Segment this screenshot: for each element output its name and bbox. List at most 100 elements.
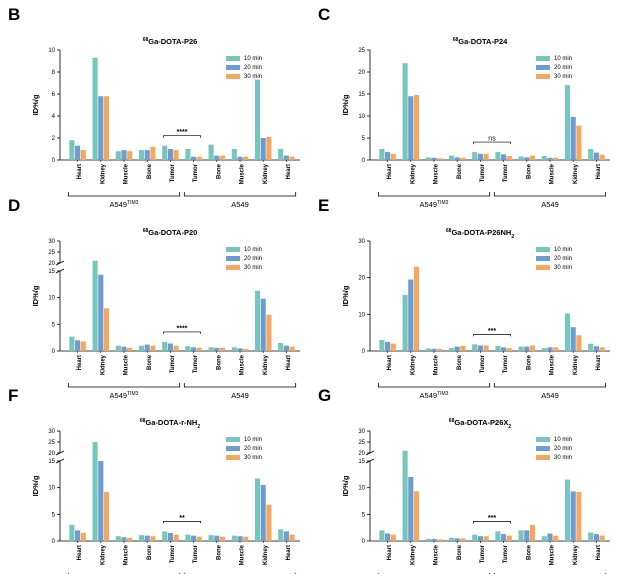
title-subscript: 2 (511, 234, 514, 240)
y-axis-label: ID%/g (31, 94, 40, 115)
x-tick-label: Muscle (550, 544, 556, 565)
group-label-superscript: TIM3 (127, 200, 139, 206)
bar-20min-bone (144, 344, 150, 351)
bar-30min-bone (150, 146, 156, 160)
bar-30min-bone (529, 345, 536, 351)
group-label-prefix: A549 (110, 200, 128, 209)
bar-10min-bone (518, 156, 524, 160)
x-tick-label: Muscle (434, 163, 440, 184)
y-tick-label: 10 (48, 486, 55, 492)
bar-30min-muscle (127, 537, 133, 541)
bar-10min-kidney (564, 85, 571, 160)
group-bracket (183, 383, 297, 388)
bar-10min-kidney (254, 290, 261, 351)
x-tick-label: Kidney (573, 163, 579, 184)
y-tick-label: 0 (362, 158, 366, 164)
x-tick-label: Tumor (503, 544, 509, 563)
bar-30min-tumor (506, 535, 512, 541)
x-tick-label: Heart (77, 355, 83, 370)
x-tick-label: Kidney (410, 544, 416, 565)
bar-10min-muscle (425, 348, 431, 351)
chart-title: 68Ga-DOTA-P26NH2 (446, 228, 514, 240)
bar-30min-heart (599, 535, 605, 541)
bar-20min-kidney (98, 96, 104, 160)
bar-30min-kidney (266, 314, 272, 351)
x-tick-label: Muscle (240, 163, 246, 184)
bar-10min-heart (278, 529, 284, 541)
bar-30min-bone (460, 345, 466, 351)
x-tick-label: Heart (596, 355, 602, 370)
bar-10min-bone (138, 150, 145, 160)
bar-20min-tumor (477, 345, 483, 351)
bar-20min-bone (144, 150, 150, 160)
bar-10min-bone (518, 530, 524, 541)
bar-30min-tumor (196, 156, 202, 160)
bar-10min-muscle (231, 347, 237, 351)
y-tick-label: 5 (52, 512, 56, 518)
group-label-prefix: A549 (231, 200, 249, 209)
x-tick-label: Bone (216, 354, 222, 370)
y-axis-label: ID%/g (341, 285, 350, 306)
bar-10min-tumor (495, 152, 501, 160)
group-label-superscript: TIM3 (127, 391, 139, 397)
legend-label: 10 min (244, 247, 262, 253)
y-axis-label: ID%/g (31, 285, 40, 306)
group-label-superscript: TIM3 (437, 391, 449, 397)
bar-30min-muscle (243, 536, 249, 541)
y-tick-label: 30 (358, 429, 365, 435)
bar-20min-heart (593, 346, 599, 351)
x-tick-label: Muscle (124, 354, 130, 375)
bar-30min-muscle (437, 539, 443, 541)
bar-10min-tumor (162, 145, 168, 160)
bar-30min-bone (219, 347, 226, 351)
bar-30min-muscle (127, 347, 133, 351)
legend-label: 10 min (554, 247, 572, 253)
bar-30min-bone (529, 155, 536, 160)
x-tick-label: Bone (147, 354, 153, 370)
bar-20min-kidney (408, 279, 414, 351)
legend-swatch (226, 74, 240, 79)
legend-swatch (536, 65, 550, 70)
bar-10min-muscle (231, 535, 237, 541)
legend-swatch (536, 256, 550, 261)
y-tick-label: 30 (48, 239, 55, 245)
chart-title: 68Ga-DOTA-P26X2 (449, 418, 512, 430)
bar-10min-heart (588, 343, 594, 351)
x-tick-label: Heart (77, 545, 83, 560)
x-tick-label: Kidney (100, 163, 106, 184)
legend-swatch (226, 247, 240, 252)
panel-letter: C (318, 5, 330, 24)
legend-label: 20 min (244, 446, 262, 452)
y-tick-label: 30 (358, 239, 365, 245)
bar-10min-muscle (425, 538, 431, 541)
bar-30min-tumor (506, 348, 512, 351)
bar-20min-kidney (260, 298, 266, 351)
y-tick-label: 25 (358, 440, 365, 446)
legend-swatch (226, 437, 240, 442)
group-bracket (183, 192, 297, 197)
bar-30min-kidney (103, 308, 110, 351)
x-tick-label: Tumor (193, 163, 199, 182)
bar-10min-tumor (495, 531, 501, 541)
bar-10min-tumor (162, 341, 168, 351)
group-label-prefix: A549 (110, 391, 128, 400)
legend-swatch (536, 446, 550, 451)
group-label: A549 (541, 200, 559, 209)
title-main: Ga-DOTA-r-NH (145, 418, 197, 427)
x-tick-label: Kidney (573, 354, 579, 375)
bar-10min-bone (448, 537, 455, 541)
bar-30min-heart (289, 534, 295, 541)
y-tick-label: 20 (358, 451, 365, 457)
bar-30min-bone (150, 345, 156, 351)
bar-30min-heart (390, 534, 396, 541)
y-tick-label: 25 (48, 440, 55, 446)
bar-30min-muscle (437, 348, 443, 351)
bar-30min-heart (289, 156, 295, 160)
panel-C: C 68Ga-DOTA-P24 ID%/g 0 5 10 15 20 25 Heart Kidney… (318, 5, 610, 209)
x-tick-label: Tumor (193, 354, 199, 373)
x-tick-label: Heart (286, 355, 292, 370)
x-tick-label: Tumor (480, 544, 486, 563)
bar-10min-muscle (425, 157, 431, 160)
x-tick-label: Bone (216, 163, 222, 179)
bar-20min-heart (593, 534, 599, 541)
